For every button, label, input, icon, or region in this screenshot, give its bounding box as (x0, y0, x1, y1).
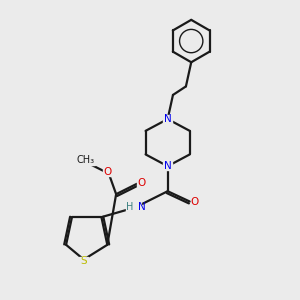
Bar (76, 156, 95, 165)
Text: S: S (80, 256, 87, 266)
Text: CH₃: CH₃ (76, 155, 94, 165)
Text: O: O (103, 167, 111, 177)
Bar (163, 115, 172, 123)
Bar (137, 179, 145, 187)
Bar (126, 203, 142, 212)
Bar (79, 257, 88, 265)
Text: N: N (164, 161, 172, 171)
Text: O: O (137, 178, 145, 188)
Bar (103, 168, 111, 176)
Text: H: H (125, 202, 133, 212)
Text: N: N (138, 202, 146, 212)
Text: N: N (164, 114, 172, 124)
Text: O: O (190, 196, 199, 206)
Bar (190, 198, 199, 206)
Bar (163, 162, 172, 170)
